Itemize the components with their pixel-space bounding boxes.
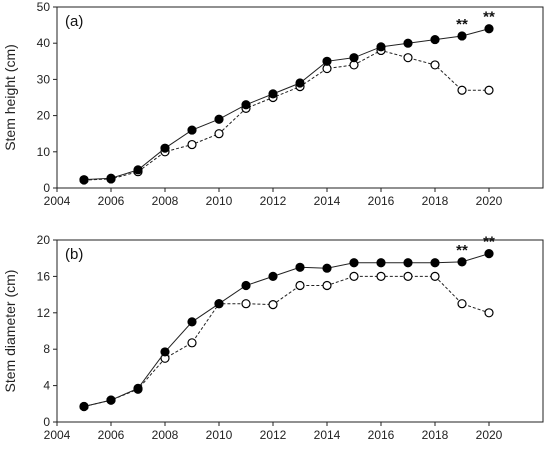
panel-label: (b): [65, 246, 83, 263]
panel-a: 2004 2006 2008 2010 2012 2014 2016 2018 2020 0 10 2…: [2, 0, 544, 208]
y-tick-label: 8: [43, 342, 50, 356]
data-point-filled: [214, 114, 224, 124]
series-line-filled: [83, 253, 490, 408]
data-point-open: [187, 139, 197, 150]
data-point-open: [457, 299, 467, 309]
data-point-filled: [187, 125, 197, 135]
x-tick-label: 2016: [368, 194, 395, 208]
x-tick-label: 2010: [206, 194, 233, 208]
data-point-open: [322, 280, 332, 291]
data-point-filled: [268, 89, 278, 99]
data-point-filled: [322, 56, 332, 66]
data-point-open: [484, 85, 494, 95]
data-point-open: [430, 60, 440, 70]
y-axis-label: Stem height (cm): [2, 44, 18, 151]
data-point-open: [268, 300, 278, 310]
x-tick-label: 2006: [98, 428, 125, 442]
x-tick-label: 2004: [44, 428, 71, 442]
data-point-filled: [241, 100, 251, 110]
data-point-open: [430, 271, 440, 281]
data-point-filled: [268, 271, 278, 281]
data-point-filled: [457, 257, 467, 267]
data-point-open: [484, 308, 494, 318]
x-tick-label: 2006: [98, 194, 125, 208]
x-tick-label: 2018: [422, 428, 449, 442]
x-tick-label: 2014: [314, 428, 341, 442]
data-point-open: [214, 129, 224, 139]
data-point-open: [187, 338, 197, 348]
data-point-filled: [160, 347, 170, 357]
data-point-open: [376, 271, 386, 281]
data-point-filled: [214, 299, 224, 309]
y-tick-label: 20: [37, 109, 51, 123]
data-point-filled: [403, 38, 413, 48]
data-point-filled: [484, 24, 494, 34]
x-tick-label: 2018: [422, 194, 449, 208]
data-point-filled: [376, 42, 386, 52]
data-point-open: [295, 280, 305, 291]
x-tick-label: 2016: [368, 428, 395, 442]
series-line-filled: [83, 28, 490, 181]
plot-frame: [56, 6, 544, 189]
data-point-open: [241, 299, 251, 309]
data-point-filled: [376, 258, 386, 268]
data-point-filled: [349, 53, 359, 63]
data-point-filled: [349, 258, 359, 268]
data-point-open: [403, 53, 413, 63]
data-point-open: [457, 85, 467, 95]
x-tick-label: 2004: [44, 194, 71, 208]
y-tick-label: 20: [37, 233, 51, 247]
data-point-filled: [133, 165, 143, 175]
data-point-filled: [106, 173, 116, 183]
y-tick-label: 30: [37, 72, 51, 86]
x-tick-label: 2020: [476, 428, 503, 442]
data-point-filled: [160, 143, 170, 153]
panel-label: (a): [65, 13, 83, 30]
significance-marker: **: [483, 234, 495, 251]
data-point-filled: [403, 258, 413, 268]
x-tick-label: 2008: [152, 194, 179, 208]
data-point-filled: [430, 34, 440, 45]
x-tick-label: 2012: [260, 194, 287, 208]
y-tick-label: 4: [43, 379, 50, 393]
y-tick-label: 12: [37, 306, 51, 320]
y-tick-label: 40: [37, 36, 51, 50]
significance-marker: **: [483, 9, 495, 26]
data-point-filled: [484, 249, 494, 259]
data-point-filled: [241, 280, 251, 291]
y-axis-label: Stem diameter (cm): [2, 270, 18, 393]
y-tick-label: 16: [37, 269, 51, 283]
significance-marker: **: [456, 16, 468, 33]
data-point-filled: [79, 175, 89, 185]
x-tick-label: 2010: [206, 428, 233, 442]
data-point-filled: [79, 401, 89, 412]
data-point-filled: [457, 31, 467, 41]
data-point-filled: [106, 395, 116, 405]
data-point-filled: [295, 262, 305, 272]
data-point-filled: [430, 258, 440, 268]
data-point-filled: [295, 78, 305, 88]
y-tick-label: 50: [37, 0, 51, 14]
y-tick-label: 10: [37, 145, 51, 159]
data-point-filled: [187, 317, 197, 327]
data-point-filled: [322, 263, 332, 273]
x-tick-label: 2012: [260, 428, 287, 442]
data-point-filled: [133, 383, 143, 393]
y-tick-label: 0: [43, 181, 50, 195]
y-tick-label: 0: [43, 415, 50, 429]
x-tick-label: 2014: [314, 194, 341, 208]
data-point-open: [403, 271, 413, 281]
plot-frame: [56, 239, 544, 423]
significance-marker: **: [456, 242, 468, 259]
x-tick-label: 2008: [152, 428, 179, 442]
x-tick-label: 2020: [476, 194, 503, 208]
series-line-open: [83, 275, 490, 408]
series-line-open: [83, 49, 489, 181]
data-point-open: [349, 271, 359, 281]
panel-b: 2004 2006 2008 2010 2012 2014 2016 2018 20200481…: [2, 233, 544, 442]
